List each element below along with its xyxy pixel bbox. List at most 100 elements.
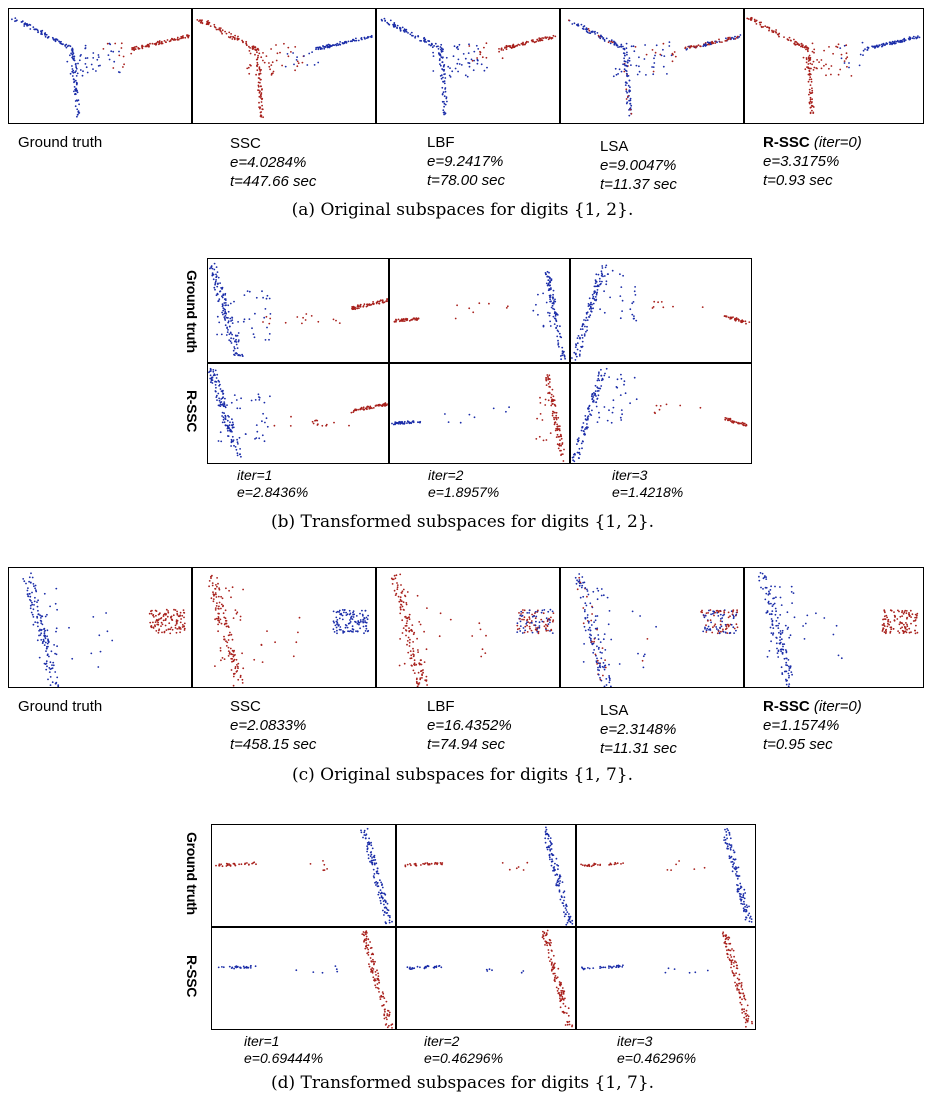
scatter-point <box>578 447 581 450</box>
scatter-point <box>464 57 467 60</box>
scatter-point <box>221 421 224 424</box>
scatter-point <box>728 942 731 945</box>
scatter-point <box>905 610 908 612</box>
scatter-point <box>304 319 307 321</box>
scatter-point <box>593 285 596 288</box>
scatter-point <box>348 424 350 427</box>
scatter-point <box>374 984 377 987</box>
scatter-point <box>536 38 539 41</box>
scatter-point <box>73 55 76 58</box>
scatter-point <box>227 310 230 313</box>
scatter-point <box>768 29 770 32</box>
scatter-point <box>39 614 41 617</box>
scatter-point <box>544 36 547 38</box>
scatter-point <box>222 309 225 312</box>
scatter-point <box>321 424 324 427</box>
scatter-point <box>478 302 481 305</box>
scatter-point <box>813 48 816 51</box>
error-rate: e=1.8957% <box>428 484 500 500</box>
scatter-point <box>599 308 601 311</box>
scatter-point <box>665 403 668 406</box>
scatter-point <box>820 59 823 61</box>
scatter-point <box>516 624 519 627</box>
scatter-point <box>733 627 736 630</box>
scatter-point <box>47 678 49 681</box>
scatter-point <box>571 1025 573 1028</box>
scatter-point <box>339 626 342 628</box>
scatter-point <box>550 964 553 966</box>
scatter-point <box>322 46 325 48</box>
scatter-point <box>220 398 223 400</box>
scatter-point <box>402 627 405 629</box>
scatter-point <box>893 42 896 44</box>
scatter-point <box>221 287 224 290</box>
scatter-point <box>733 851 736 853</box>
scatter-point <box>840 57 843 60</box>
scatter-point <box>728 832 731 834</box>
scatter-point <box>246 862 248 864</box>
scatter-point <box>242 965 245 968</box>
scatter-point <box>237 678 240 681</box>
scatter-point <box>364 630 367 632</box>
scatter-point <box>600 274 603 277</box>
scatter-point <box>786 628 789 630</box>
scatter-point <box>600 966 603 969</box>
scatter-point <box>372 301 374 303</box>
scatter-point <box>46 629 49 632</box>
scatter-point <box>582 323 585 326</box>
scatter-point <box>225 316 228 319</box>
scatter-point <box>608 376 610 378</box>
scatter-point <box>478 622 481 625</box>
scatter-point <box>228 31 231 34</box>
scatter-point <box>632 301 635 303</box>
scatter-point <box>351 625 354 628</box>
scatter-point <box>40 639 43 641</box>
scatter-point <box>36 601 38 603</box>
scatter-point <box>809 59 811 62</box>
scatter-point <box>213 286 216 289</box>
fig-b-gt-iter3-plot <box>570 258 752 363</box>
scatter-point <box>380 881 382 884</box>
scatter-point <box>96 58 99 61</box>
scatter-point <box>236 454 239 457</box>
scatter-point <box>555 436 558 438</box>
scatter-point <box>260 111 263 113</box>
scatter-point <box>625 72 628 75</box>
scatter-point <box>239 615 242 618</box>
scatter-point <box>40 620 43 622</box>
scatter-point <box>583 319 585 321</box>
scatter-point <box>621 310 623 312</box>
scatter-point <box>118 71 121 74</box>
scatter-point <box>725 39 728 42</box>
scatter-point <box>563 356 566 358</box>
scatter-point <box>815 612 817 615</box>
scatter-point <box>338 609 341 612</box>
scatter-point <box>355 408 358 411</box>
scatter-point <box>604 649 607 651</box>
scatter-point <box>594 33 596 35</box>
scatter-point <box>384 19 387 22</box>
scatter-point <box>28 580 30 583</box>
scatter-point <box>64 45 67 47</box>
scatter-point <box>55 587 58 590</box>
scatter-point <box>594 285 597 288</box>
scatter-point <box>788 636 791 639</box>
scatter-point <box>790 671 793 673</box>
scatter-point <box>559 1000 562 1003</box>
scatter-point <box>123 63 125 66</box>
scatter-point <box>736 35 739 38</box>
scatter-point <box>364 621 367 624</box>
scatter-point <box>729 959 731 962</box>
scatter-point <box>563 899 565 902</box>
scatter-point <box>882 628 884 631</box>
scatter-point <box>233 37 236 39</box>
scatter-point <box>223 623 226 626</box>
scatter-point <box>581 584 584 587</box>
scatter-point <box>155 630 158 632</box>
scatter-point <box>531 615 534 618</box>
scatter-point <box>726 38 729 41</box>
scatter-point <box>222 389 224 392</box>
scatter-point <box>597 394 600 397</box>
scatter-point <box>296 56 298 58</box>
scatter-point <box>164 41 167 43</box>
